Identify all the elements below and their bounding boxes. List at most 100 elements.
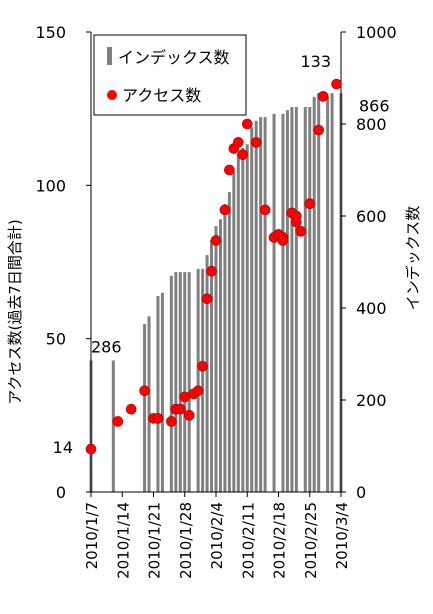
access-point <box>192 385 204 397</box>
index-bar <box>210 239 214 492</box>
index-bar <box>250 127 254 492</box>
access-point <box>304 198 316 210</box>
y-axis-label-left: アクセス数(過去7日間合計) <box>6 219 24 405</box>
access-point <box>179 391 191 403</box>
bars-layer <box>89 93 343 493</box>
left-tick-label: 0 <box>56 483 66 502</box>
index-bar <box>169 275 173 492</box>
right-tick-label: 400 <box>356 299 387 318</box>
access-point <box>112 416 124 427</box>
index-bar <box>227 192 231 492</box>
access-point <box>206 265 217 277</box>
index-bar <box>308 106 312 492</box>
index-bar <box>312 96 316 493</box>
legend-bar-marker <box>107 47 112 65</box>
y-axis-label-right: インデックス数 <box>404 206 422 311</box>
index-bar <box>317 93 321 493</box>
x-tick-label: 2010/1/21 <box>146 502 164 579</box>
index-bar <box>241 147 245 493</box>
legend: インデックス数 アクセス数 <box>93 34 247 116</box>
right-tick-label: 1000 <box>356 23 397 42</box>
left-tick-label: 150 <box>35 23 66 42</box>
x-tick-label: 2010/2/4 <box>208 502 226 569</box>
x-tick-label: 2010/2/11 <box>239 502 257 579</box>
access-point <box>233 137 244 148</box>
left-tick-label: 100 <box>35 176 66 195</box>
x-tick-label: 2010/1/14 <box>114 502 132 579</box>
index-bar <box>223 204 227 493</box>
legend-dot-marker <box>107 90 117 100</box>
index-bar <box>245 144 249 493</box>
left-ticks-layer: 0 50 100 150 <box>35 23 91 502</box>
index-bar <box>285 110 289 492</box>
right-tick-label: 0 <box>356 483 366 502</box>
x-tick-label: 2010/1/28 <box>177 502 195 579</box>
access-point <box>125 403 137 415</box>
index-bar <box>303 106 307 492</box>
x-tick-label: 2010/1/7 <box>83 502 101 569</box>
index-bar <box>174 272 178 492</box>
index-bar <box>205 255 209 492</box>
index-bar <box>147 316 151 492</box>
index-bar <box>326 96 330 493</box>
access-point <box>277 235 289 246</box>
points-layer <box>85 78 342 455</box>
access-point <box>237 149 249 160</box>
access-point <box>166 416 177 427</box>
index-bar <box>259 117 263 492</box>
access-point <box>219 204 231 216</box>
access-point <box>241 118 253 130</box>
index-bar <box>214 226 218 492</box>
access-point <box>139 385 150 397</box>
index-bar <box>254 120 258 492</box>
index-bar <box>330 93 334 493</box>
right-tick-label: 800 <box>356 115 387 134</box>
annotation-label: 286 <box>91 337 122 356</box>
x-ticks-layer: 2010/1/7 2010/1/14 2010/1/21 2010/1/28 2010/… <box>83 492 351 579</box>
index-bar <box>281 113 285 492</box>
index-bar <box>196 268 200 492</box>
annotations-layer: 286 14 133 866 <box>53 52 390 457</box>
x-tick-label: 2010/2/25 <box>302 502 320 579</box>
right-ticks-layer: 0 200 400 600 800 1000 <box>341 23 397 502</box>
x-tick-label: 2010/2/18 <box>271 502 289 579</box>
access-point <box>259 204 271 216</box>
legend-label-access: アクセス数 <box>122 86 201 105</box>
index-bar <box>187 272 191 492</box>
index-bar <box>156 296 160 492</box>
index-bar <box>294 106 298 492</box>
access-point <box>210 235 222 246</box>
legend-label-index: インデックス数 <box>118 48 230 67</box>
access-point <box>201 293 213 305</box>
annotation-label: 14 <box>53 438 73 457</box>
access-point <box>295 226 307 237</box>
access-point <box>197 360 208 372</box>
access-point <box>291 216 302 228</box>
legend-box <box>93 34 247 116</box>
x-tick-label: 2010/3/4 <box>333 502 351 569</box>
right-tick-label: 200 <box>356 391 387 410</box>
index-bar <box>236 152 240 493</box>
right-tick-label: 600 <box>356 207 387 226</box>
access-point <box>174 403 186 415</box>
index-bar <box>201 268 205 492</box>
index-bar <box>183 272 187 492</box>
access-point <box>317 91 329 102</box>
index-bar <box>218 219 222 492</box>
access-point <box>85 443 97 455</box>
index-bar <box>111 360 115 492</box>
access-point <box>250 137 262 148</box>
access-point <box>183 410 195 421</box>
access-point <box>152 413 164 424</box>
access-point <box>224 164 235 176</box>
left-tick-label: 50 <box>46 330 66 349</box>
access-point <box>313 124 324 136</box>
index-bar <box>290 106 294 492</box>
index-bar <box>160 292 164 492</box>
index-bar <box>263 117 267 492</box>
annotation-label: 133 <box>300 52 331 71</box>
annotation-label: 866 <box>359 97 390 116</box>
index-bar <box>232 171 236 492</box>
index-bar <box>178 272 182 492</box>
